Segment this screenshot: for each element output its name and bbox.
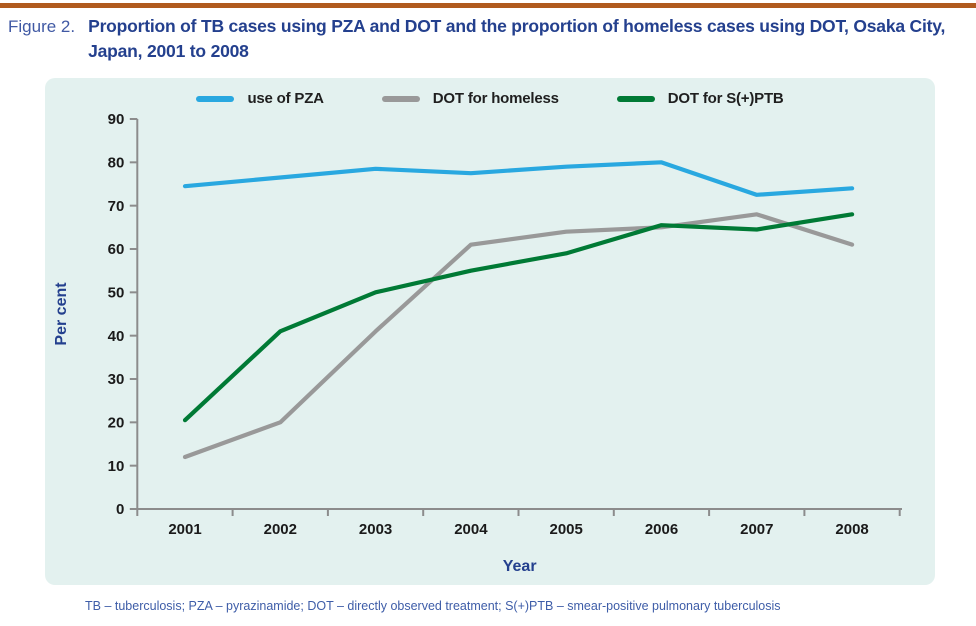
y-tick-label: 10 (108, 458, 125, 475)
line-chart: 0 10 20 30 40 50 60 70 80 90 2001 2002 2003 2004 2005 2… (53, 111, 902, 575)
abbreviations-note: TB – tuberculosis; PZA – pyrazinamide; D… (85, 599, 781, 613)
accent-rule (0, 3, 976, 8)
x-tick-label: 2007 (740, 521, 773, 538)
y-tick-label: 30 (108, 371, 125, 388)
y-tick-label: 60 (108, 241, 125, 258)
x-tick-label: 2004 (454, 521, 488, 538)
legend-label-use-of-pza: use of PZA (247, 90, 324, 107)
series-line-dot-for-s-ptb (182, 212, 855, 423)
series-line-use-of-pza (182, 160, 855, 197)
series-line-dot-for-homeless (182, 212, 855, 460)
legend-label-dot-for-s-ptb: DOT for S(+)PTB (667, 90, 784, 107)
x-tick-label: 2008 (835, 521, 868, 538)
y-tick-label: 80 (108, 155, 125, 172)
y-tick-label: 70 (108, 198, 125, 215)
y-tick-label: 40 (108, 328, 125, 345)
axes (136, 119, 902, 510)
x-axis-title: Year (503, 558, 537, 575)
y-axis-title: Per cent (53, 282, 70, 346)
legend-item-dot-for-s-ptb: DOT for S(+)PTB (616, 90, 784, 107)
legend-label-dot-for-homeless: DOT for homeless (432, 90, 559, 107)
y-tick-label: 20 (108, 415, 125, 432)
chart-legend: use of PZA DOT for homeless DOT for S(+)… (45, 90, 935, 107)
y-tick-label: 50 (108, 285, 125, 302)
x-tick-label: 2003 (359, 521, 392, 538)
legend-swatch-dot-for-s-ptb (616, 95, 655, 102)
figure-label: Figure 2. (8, 17, 76, 36)
legend-swatch-use-of-pza (196, 95, 235, 102)
x-tick-label: 2001 (168, 521, 201, 538)
figure-title-block: Figure 2. Proportion of TB cases using P… (8, 14, 968, 64)
figure-title: Proportion of TB cases using PZA and DOT… (88, 16, 946, 61)
legend-item-dot-for-homeless: DOT for homeless (381, 90, 559, 107)
chart-panel: use of PZA DOT for homeless DOT for S(+)… (45, 78, 935, 585)
y-tick-label: 0 (116, 501, 124, 518)
x-tick-label: 2005 (550, 521, 583, 538)
legend-swatch-dot-for-homeless (381, 95, 420, 102)
x-tick-label: 2006 (645, 521, 678, 538)
x-tick-label: 2002 (264, 521, 297, 538)
y-tick-label: 90 (108, 111, 125, 128)
legend-item-use-of-pza: use of PZA (196, 90, 324, 107)
